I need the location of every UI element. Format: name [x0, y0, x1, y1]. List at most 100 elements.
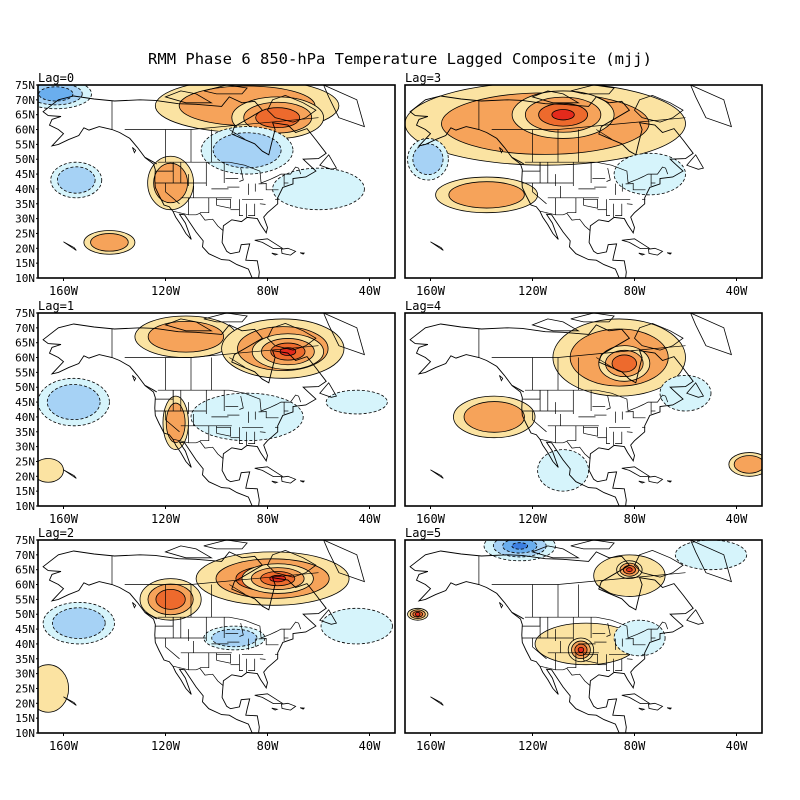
lat-tick-label: 50N	[15, 608, 35, 621]
coastline-island	[430, 696, 444, 706]
political-border	[540, 438, 591, 460]
figure-title: RMM Phase 6 850-hPa Temperature Lagged C…	[148, 50, 652, 68]
cool-anomaly-level-1	[659, 374, 712, 412]
political-border	[157, 161, 302, 184]
political-border	[606, 623, 611, 637]
political-border	[216, 653, 231, 664]
lon-tick-label: 40W	[359, 284, 381, 298]
lat-tick-label: 20N	[15, 242, 35, 255]
warm-anomaly-level-1	[38, 664, 69, 713]
map-panel: Lag=4 160W 120W 80W 40W	[404, 299, 763, 526]
political-border	[259, 658, 266, 660]
cool-anomaly-level-1	[613, 619, 666, 657]
political-border	[566, 425, 577, 442]
lat-tick-label: 30N	[15, 668, 35, 681]
political-border	[124, 117, 319, 130]
coastline-island	[638, 480, 646, 484]
lon-tick-label: 40W	[726, 284, 748, 298]
political-border	[596, 129, 612, 140]
coastline-island	[499, 375, 504, 382]
lat-tick-label: 10N	[15, 727, 35, 740]
lat-tick-label: 25N	[15, 455, 35, 468]
lat-tick-label: 70N	[15, 322, 35, 335]
coastline-island	[144, 385, 158, 393]
lon-tick-label: 80W	[257, 512, 279, 526]
coastline-island	[299, 252, 306, 255]
political-border	[615, 658, 623, 671]
political-border	[157, 616, 302, 639]
lon-tick-label: 40W	[359, 512, 381, 526]
lon-tick-label: 80W	[624, 512, 646, 526]
coastline-island	[666, 707, 673, 710]
coastline-island	[144, 157, 158, 165]
map-area	[405, 85, 762, 278]
coastline-island	[648, 247, 664, 256]
lat-tick-label: 75N	[15, 534, 35, 547]
political-border	[532, 183, 547, 205]
political-border	[173, 438, 224, 460]
political-border	[216, 426, 231, 437]
cool-anomaly-level-2	[56, 166, 96, 194]
cool-anomaly-level-1	[537, 449, 589, 492]
political-border	[173, 210, 224, 232]
cool-anomaly-level-1	[674, 540, 748, 571]
lon-tick-label: 160W	[416, 739, 446, 753]
lat-tick-label: 55N	[15, 138, 35, 151]
political-border	[199, 197, 210, 214]
coastline-island	[499, 147, 504, 154]
political-border	[524, 161, 669, 184]
coastline-island	[271, 480, 279, 484]
lat-tick-label: 25N	[15, 682, 35, 695]
lat-tick-label: 10N	[15, 272, 35, 285]
political-border	[157, 389, 302, 412]
lat-tick-label: 20N	[15, 470, 35, 483]
coastline-north-america	[409, 550, 694, 733]
coastline-island	[254, 466, 284, 478]
political-border	[229, 584, 245, 595]
coastline-island	[281, 702, 297, 711]
cool-anomaly-level-1	[190, 392, 304, 442]
coastline-island	[164, 318, 213, 332]
lat-tick-label: 15N	[15, 257, 35, 270]
coastline-island	[319, 154, 338, 170]
coastline-island	[648, 475, 664, 484]
warm-anomaly-level-2	[90, 233, 129, 252]
panel-frame	[404, 84, 763, 279]
map-area	[38, 540, 395, 733]
political-border	[491, 345, 686, 358]
map-panel: Lag=5 160W 120W 80W 40W	[404, 526, 763, 753]
coastline-island	[132, 375, 137, 382]
lag-label: Lag=1	[38, 299, 74, 313]
lat-tick-label: 45N	[15, 623, 35, 636]
political-border	[626, 431, 633, 433]
coastline-island	[686, 609, 705, 625]
political-border	[583, 198, 598, 209]
panel-frame	[404, 539, 763, 734]
lat-tick-label: 55N	[15, 366, 35, 379]
cool-anomaly-level-1	[320, 607, 393, 645]
coastline-island	[323, 85, 365, 128]
cool-anomaly-level-2	[212, 132, 282, 169]
political-border	[239, 168, 244, 182]
political-border	[491, 117, 686, 130]
map-area	[38, 313, 395, 506]
coastline-island	[281, 247, 297, 256]
coastline-island	[531, 318, 580, 332]
political-border	[606, 168, 611, 182]
political-border	[524, 616, 669, 639]
political-border	[239, 396, 244, 410]
political-border	[239, 654, 243, 671]
cool-anomaly-level-4	[511, 542, 529, 550]
coastline-island	[648, 702, 664, 711]
political-border	[615, 431, 623, 444]
lat-tick-label: 60N	[15, 352, 35, 365]
warm-anomaly-level-4	[551, 109, 575, 121]
coastline-island	[499, 602, 504, 609]
lon-tick-label: 120W	[518, 512, 548, 526]
political-border	[265, 638, 279, 646]
warm-anomaly-level-2	[733, 455, 762, 474]
political-border	[248, 431, 256, 444]
lat-tick-label: 75N	[15, 79, 35, 92]
lat-tick-label: 50N	[15, 381, 35, 394]
